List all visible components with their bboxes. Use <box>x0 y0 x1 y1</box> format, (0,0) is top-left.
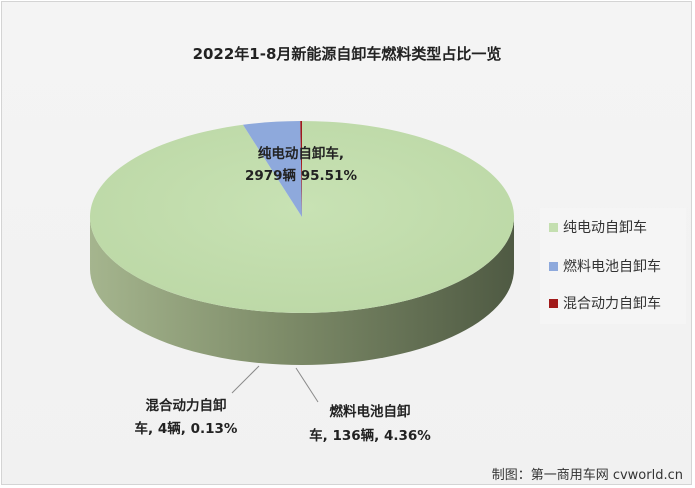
legend-label-hybrid: 混合动力自卸车 <box>563 295 661 312</box>
label-fuel-cell-line1: 燃料电池自卸 <box>330 403 411 420</box>
pie-slice-hybrid <box>300 121 302 217</box>
label-battery-line2: 2979辆 95.51% <box>245 167 357 184</box>
label-fuel-cell-line2: 车, 136辆, 4.36% <box>309 427 431 444</box>
pie-sides <box>90 217 514 365</box>
leader-line-fuel-cell <box>295 367 319 403</box>
label-hybrid-line2: 车, 4辆, 0.13% <box>135 420 238 437</box>
legend-label-battery: 纯电动自卸车 <box>563 219 647 236</box>
pie-tops <box>90 121 515 314</box>
legend-box <box>540 208 686 324</box>
legend-label-fuel-cell: 燃料电池自卸车 <box>563 258 661 275</box>
label-battery-line1: 纯电动自卸车, <box>258 145 344 162</box>
legend-swatch-battery <box>549 223 558 232</box>
credit-text: 制图：第一商用车网 cvworld.cn <box>492 467 683 483</box>
leader-line-hybrid <box>231 365 260 394</box>
legend: 纯电动自卸车 燃料电池自卸车 混合动力自卸车 <box>540 208 686 324</box>
chart-title: 2022年1-8月新能源自卸车燃料类型占比一览 <box>193 45 502 63</box>
legend-swatch-fuel-cell <box>549 262 558 271</box>
label-hybrid-line1: 混合动力自卸 <box>146 397 227 414</box>
legend-swatch-hybrid <box>549 299 558 308</box>
pie-3d <box>90 121 515 365</box>
pie-side-battery <box>90 217 514 365</box>
pie-slice-battery <box>90 121 515 314</box>
pie-slice-fuel-cell <box>242 121 302 217</box>
